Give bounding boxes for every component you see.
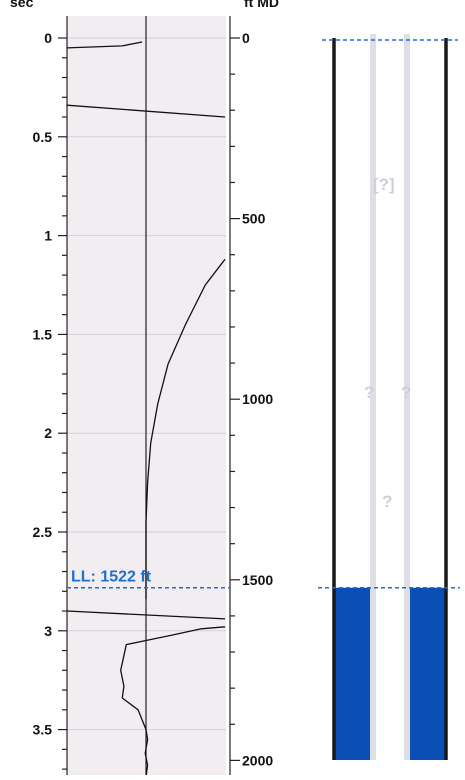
annulus-fluid-left [334, 587, 370, 760]
tubing-wall-right [404, 34, 410, 760]
time-axis-unit-label: sec [10, 0, 34, 10]
depth-tick-label-1: 500 [242, 211, 266, 227]
unknown-marker-2: ? [364, 383, 374, 402]
unknown-marker-4: ? [382, 492, 392, 511]
annulus-fluid-right [410, 587, 446, 760]
trace-series-3 [145, 258, 226, 600]
time-tick-label-4: 2 [44, 425, 52, 441]
depth-axis-unit-label: ft MD [244, 0, 279, 10]
depth-tick-label-2: 1000 [242, 391, 273, 407]
unknown-marker-3: ? [401, 383, 411, 402]
time-tick-label-7: 3.5 [33, 722, 53, 738]
trace-series-group [66, 41, 226, 778]
depth-tick-label-0: 0 [242, 30, 250, 46]
liquid-level-label: LL: 1522 ft [71, 569, 152, 586]
depth-tick-label-4: 2000 [242, 752, 273, 768]
depth-axis-ticks: 0 500 1000 1500 2000 [230, 30, 273, 768]
trace-series-5 [120, 626, 226, 778]
trace-series-2 [66, 104, 226, 118]
depth-tick-label-3: 1500 [242, 572, 273, 588]
time-tick-label-6: 3 [44, 623, 52, 639]
trace-series-1 [66, 41, 143, 49]
time-tick-label-1: 0.5 [33, 129, 53, 145]
time-axis-ticks: 0 0.5 1 1.5 2 2.5 3 3.5 [33, 30, 67, 770]
time-tick-label-2: 1 [44, 228, 52, 244]
time-tick-label-3: 1.5 [33, 326, 53, 342]
time-tick-label-5: 2.5 [33, 524, 53, 540]
unknown-marker-1: [?] [373, 175, 395, 194]
tubing-wall-left [370, 34, 376, 760]
time-tick-label-0: 0 [44, 30, 52, 46]
trace-series-4 [66, 610, 226, 620]
